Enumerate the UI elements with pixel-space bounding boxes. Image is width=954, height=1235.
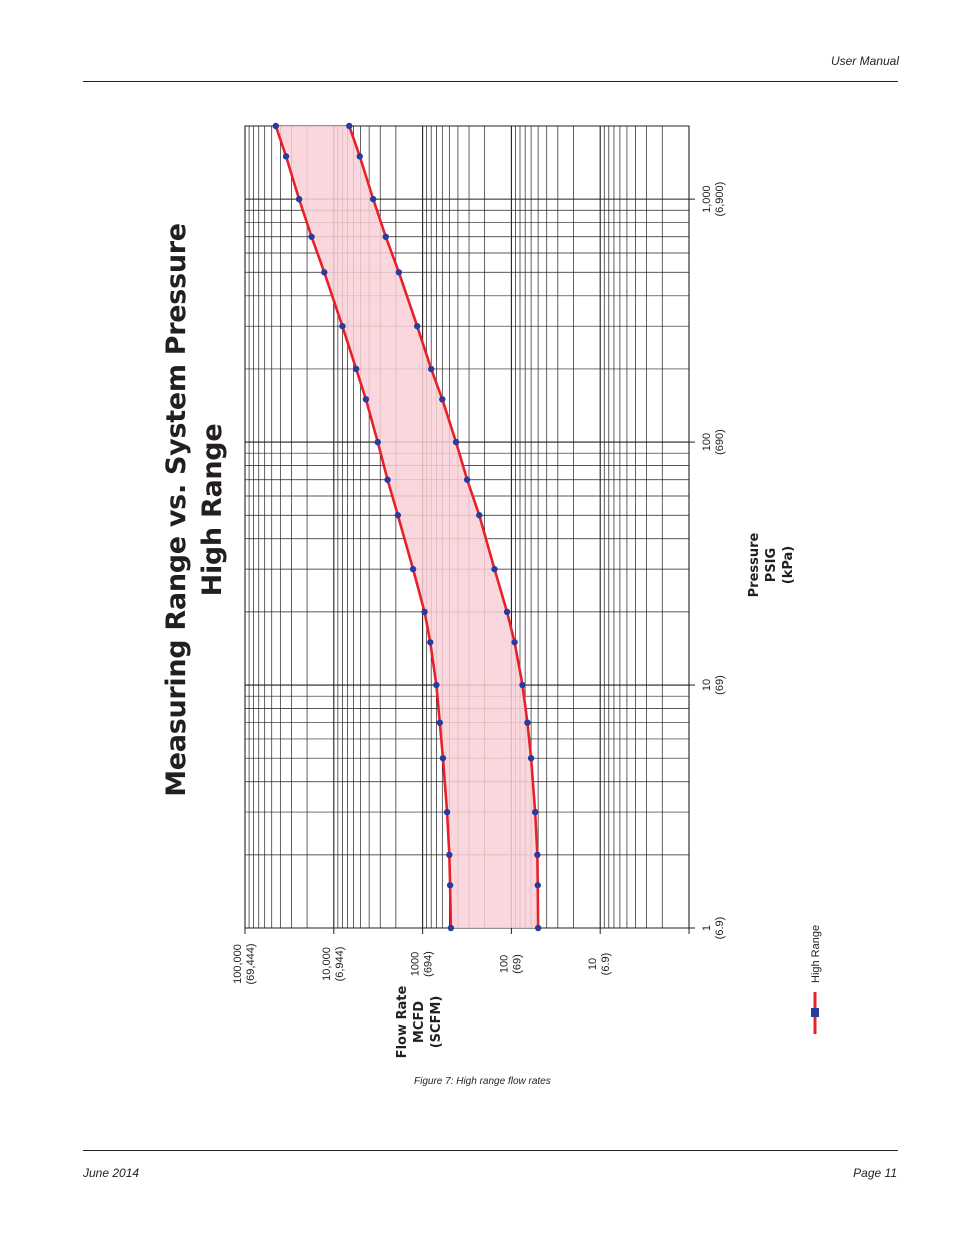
data-point	[446, 882, 454, 889]
legend-swatch-marker	[811, 1008, 819, 1017]
x-tick-sublabel: (6,900)	[714, 182, 726, 217]
data-point	[308, 233, 315, 240]
data-point	[436, 719, 444, 726]
data-point	[346, 122, 353, 130]
x-tick-sublabel: (69)	[714, 675, 726, 695]
x-tick-sublabel: (690)	[714, 429, 726, 455]
y-tick-label: 10 (6.9)	[587, 953, 612, 976]
range-band-fill	[275, 126, 539, 928]
x-tick-value: 1	[701, 925, 713, 931]
data-point	[394, 512, 402, 519]
data-point	[382, 233, 389, 240]
data-point	[374, 438, 381, 446]
data-point	[524, 719, 531, 726]
data-point	[534, 882, 541, 889]
y-tick-sublabel: (694)	[423, 951, 435, 977]
data-point	[534, 924, 542, 932]
x-tick-label: 1 (6.9)	[701, 917, 726, 940]
y-axis-label-line: MCFD	[412, 1001, 427, 1043]
figure-caption: Figure 7: High range flow rates	[414, 1076, 551, 1087]
x-axis-ticks: 1 (6.9) 10 (69) 100 (690) 1,000 (6,900)	[689, 182, 726, 940]
data-point	[511, 639, 518, 646]
legend: High Range	[810, 925, 822, 1034]
data-point	[339, 322, 346, 330]
y-tick-value: 1000	[410, 952, 422, 976]
data-point	[503, 608, 511, 616]
y-tick-label: 100 (69)	[498, 954, 523, 974]
y-axis-label-line: (SCFM)	[429, 996, 444, 1049]
data-point	[527, 754, 535, 762]
data-point	[447, 924, 455, 932]
data-point	[384, 476, 391, 483]
data-point	[439, 396, 446, 403]
range-band	[275, 126, 539, 928]
data-point	[295, 195, 303, 203]
y-tick-sublabel: (6.9)	[600, 953, 612, 976]
data-point	[463, 476, 471, 483]
y-tick-label: 10,000 (6,944)	[321, 947, 346, 982]
y-axis-ticks: 100,000 (69,444) 10,000 (6,944) 1000 (694) 100…	[232, 928, 690, 985]
x-tick-label: 100 (690)	[701, 429, 726, 455]
x-tick-value: 10	[701, 679, 713, 691]
y-tick-sublabel: (69)	[511, 954, 523, 974]
header-rule	[83, 81, 898, 82]
x-tick-value: 100	[701, 433, 713, 451]
data-point	[446, 851, 453, 859]
x-axis-label: Pressure PSIG (kPa)	[747, 532, 796, 597]
data-point	[362, 396, 370, 403]
data-point	[421, 608, 428, 616]
data-point	[491, 565, 498, 573]
data-point	[370, 195, 377, 203]
data-point	[427, 639, 434, 646]
x-tick-label: 10 (69)	[701, 675, 726, 695]
data-point	[428, 365, 435, 373]
series-markers	[272, 122, 542, 932]
x-tick-sublabel: (6.9)	[714, 917, 726, 940]
y-tick-sublabel: (6,944)	[334, 947, 346, 982]
data-point	[356, 153, 363, 160]
data-point	[414, 322, 421, 330]
data-point	[452, 438, 460, 446]
axis-labels: Pressure PSIG (kPa) Flow Rate MCFD (SCFM)	[395, 532, 796, 1058]
y-tick-value: 100	[498, 955, 510, 973]
y-tick-sublabel: (69,444)	[245, 944, 257, 985]
data-point	[272, 122, 279, 130]
x-axis-label-line: PSIG	[764, 548, 779, 582]
data-point	[409, 565, 417, 573]
y-tick-label: 100,000 (69,444)	[232, 944, 257, 985]
x-tick-label: 1,000 (6,900)	[701, 182, 726, 217]
footer-rule	[83, 1150, 898, 1151]
x-tick-value: 1,000	[701, 185, 713, 213]
x-axis-label-line: Pressure	[747, 532, 762, 597]
data-point	[321, 269, 328, 276]
data-point	[476, 512, 483, 519]
footer-page: Page 11	[853, 1166, 897, 1180]
data-point	[352, 365, 360, 373]
y-axis-label-line: Flow Rate	[395, 986, 410, 1059]
y-tick-label: 1000 (694)	[410, 951, 435, 977]
data-point	[439, 754, 447, 762]
data-point	[282, 153, 290, 160]
header-doc-label: User Manual	[830, 54, 899, 68]
data-point	[443, 808, 451, 816]
data-point	[395, 269, 403, 276]
y-tick-value: 10,000	[321, 947, 333, 981]
footer-date: June 2014	[83, 1166, 140, 1180]
data-point	[531, 808, 539, 816]
data-point	[519, 681, 526, 689]
y-axis-label: Flow Rate MCFD (SCFM)	[395, 986, 444, 1059]
data-point	[534, 851, 541, 859]
y-tick-value: 100,000	[232, 944, 244, 984]
data-point	[433, 681, 440, 689]
legend-label: High Range	[810, 925, 822, 983]
y-tick-value: 10	[587, 958, 599, 970]
x-axis-label-line: (kPa)	[781, 546, 796, 584]
